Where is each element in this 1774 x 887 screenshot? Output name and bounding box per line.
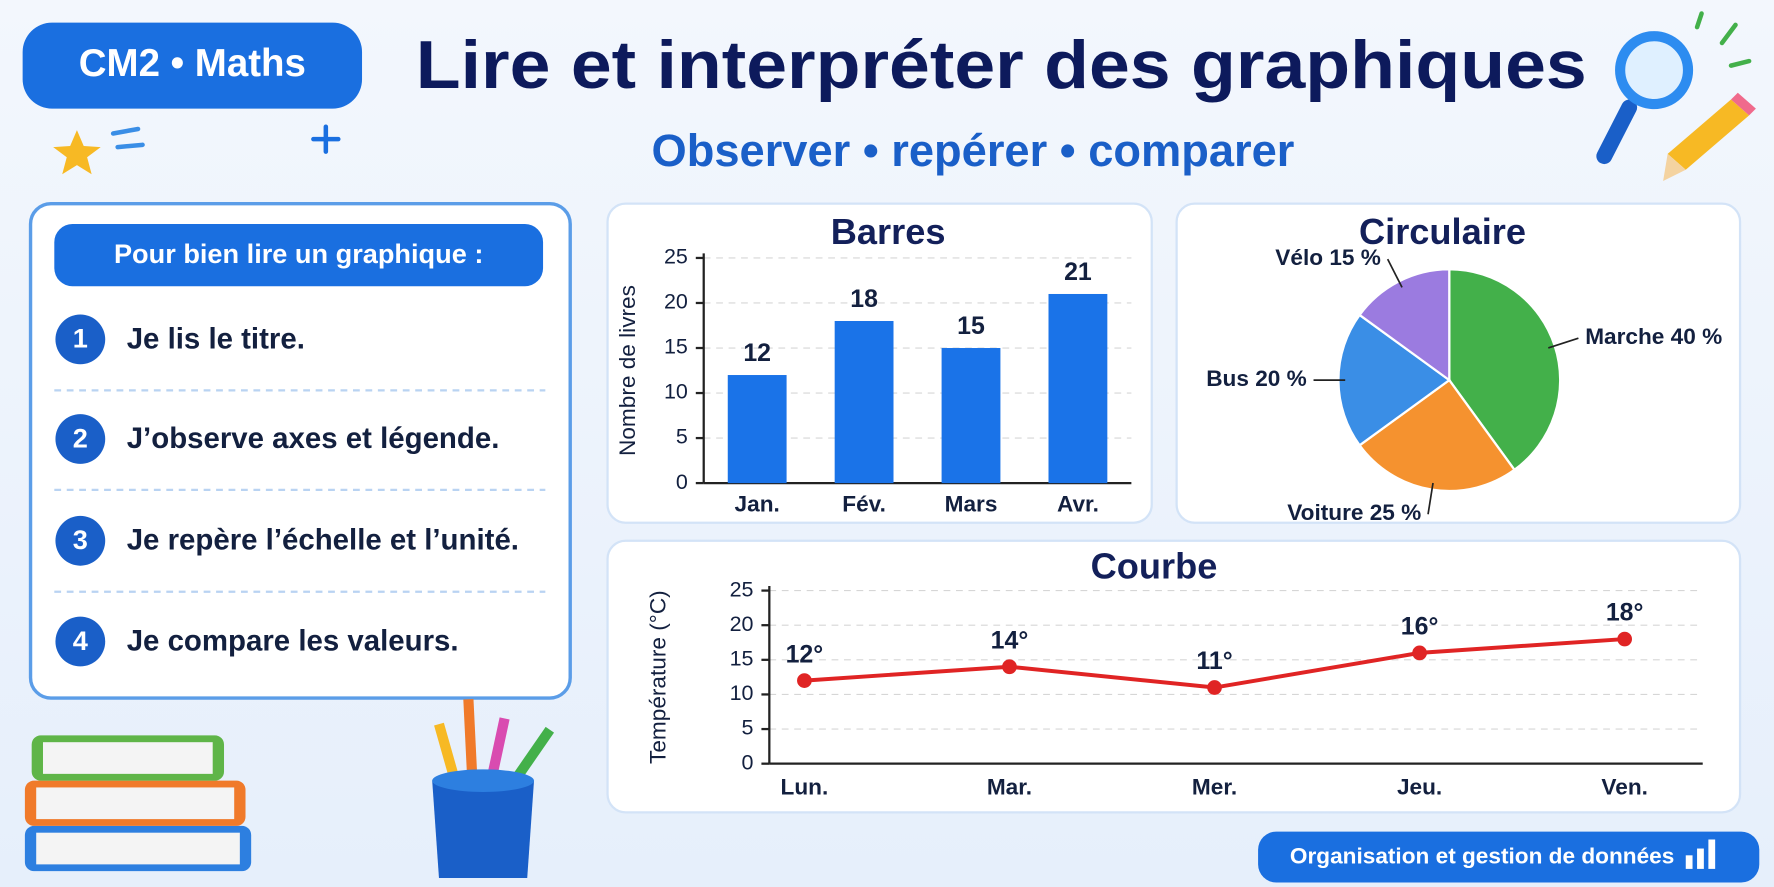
slice-label: Vélo 15 % (1275, 245, 1381, 270)
leader-line (1427, 482, 1434, 515)
subtitle: Observer • repérer • comparer (652, 125, 1295, 176)
step-text: Je compare les valeurs. (127, 624, 459, 657)
magnifier-icon (1596, 31, 1694, 165)
slice-label: Marche 40 % (1585, 324, 1722, 349)
title: Lire et interpréter des graphiques (416, 28, 1587, 103)
chart-title: Circulaire (1359, 211, 1526, 252)
chart-title: Barres (831, 211, 946, 252)
x-tick-label: Mer. (1192, 775, 1237, 800)
step-number: 1 (73, 323, 88, 354)
footer-label: Organisation et gestion de données (1290, 844, 1674, 869)
y-tick-label: 25 (664, 245, 688, 269)
value-label: 14° (991, 626, 1029, 654)
x-tick-label: Ven. (1601, 775, 1648, 800)
footer-pill (1258, 831, 1760, 883)
bar (834, 320, 894, 484)
x-tick-label: Avr. (1057, 492, 1099, 517)
chart-title: Courbe (1091, 546, 1218, 587)
y-axis-label: Nombre de livres (615, 285, 640, 456)
sparkle-icon (110, 126, 145, 150)
step-badge (55, 515, 106, 566)
books-illustration (24, 735, 252, 872)
guide-panel (28, 201, 572, 700)
y-tick-label: 5 (676, 425, 688, 449)
y-tick-label: 25 (730, 577, 754, 601)
leader-line (1548, 337, 1579, 349)
y-tick-label: 10 (730, 681, 754, 705)
y-tick-label: 0 (676, 470, 688, 494)
badge (22, 22, 363, 109)
value-label: 15 (957, 312, 985, 340)
pencil-icon (1663, 92, 1756, 182)
bar (1048, 293, 1108, 484)
step-text: Je repère l’échelle et l’unité. (127, 524, 519, 557)
data-point (1412, 645, 1427, 661)
bar (727, 375, 787, 484)
y-tick-label: 5 (742, 716, 754, 740)
value-label: 12 (743, 339, 771, 367)
steps: 1 Je lis le titre. 2 J’observe axes et lége… (54, 314, 546, 667)
value-label: 18 (850, 285, 878, 313)
x-tick-label: Lun. (781, 775, 829, 800)
step-badge (55, 616, 106, 667)
badge-text: CM2 • Maths (79, 42, 306, 85)
slice-label: Bus 20 % (1206, 366, 1307, 391)
y-axis-label: Température (°C) (646, 590, 671, 764)
sparkle-icon (1694, 11, 1752, 68)
data-point (1207, 680, 1222, 695)
step-badge (55, 414, 106, 464)
step-badge (55, 314, 106, 365)
x-tick-label: Jeu. (1397, 775, 1442, 800)
y-tick-label: 15 (664, 335, 688, 359)
leader-line (1386, 258, 1403, 288)
bar (941, 348, 1001, 484)
plus-icon (311, 124, 341, 154)
data-point (1002, 659, 1017, 675)
y-tick-label: 10 (664, 380, 688, 404)
value-label: 12° (786, 640, 824, 668)
guide-heading-pill (54, 224, 544, 287)
step-number: 4 (73, 625, 88, 656)
data-point (797, 673, 812, 688)
pencil-cup-illustration (432, 698, 555, 878)
value-label: 18° (1606, 599, 1644, 627)
step-number: 2 (73, 422, 88, 453)
y-tick-label: 15 (730, 646, 754, 670)
step-text: J’observe axes et légende. (127, 422, 500, 455)
value-label: 21 (1064, 258, 1092, 286)
y-tick-label: 20 (730, 612, 754, 636)
star-icon (53, 130, 101, 175)
step-number: 3 (73, 524, 88, 555)
guide-heading: Pour bien lire un graphique : (114, 238, 483, 269)
slice-label: Voiture 25 % (1287, 500, 1421, 525)
value-label: 11° (1196, 647, 1232, 675)
x-tick-label: Jan. (735, 492, 780, 517)
y-tick-label: 20 (664, 290, 688, 314)
x-tick-label: Fév. (842, 492, 886, 517)
data-point (1617, 631, 1633, 647)
y-tick-label: 0 (742, 750, 754, 774)
footer-icon (1685, 839, 1716, 869)
value-label: 16° (1401, 613, 1439, 641)
line-panel (606, 539, 1742, 814)
x-tick-label: Mar. (987, 775, 1032, 800)
step-text: Je lis le titre. (127, 322, 305, 355)
x-tick-label: Mars (945, 492, 998, 517)
